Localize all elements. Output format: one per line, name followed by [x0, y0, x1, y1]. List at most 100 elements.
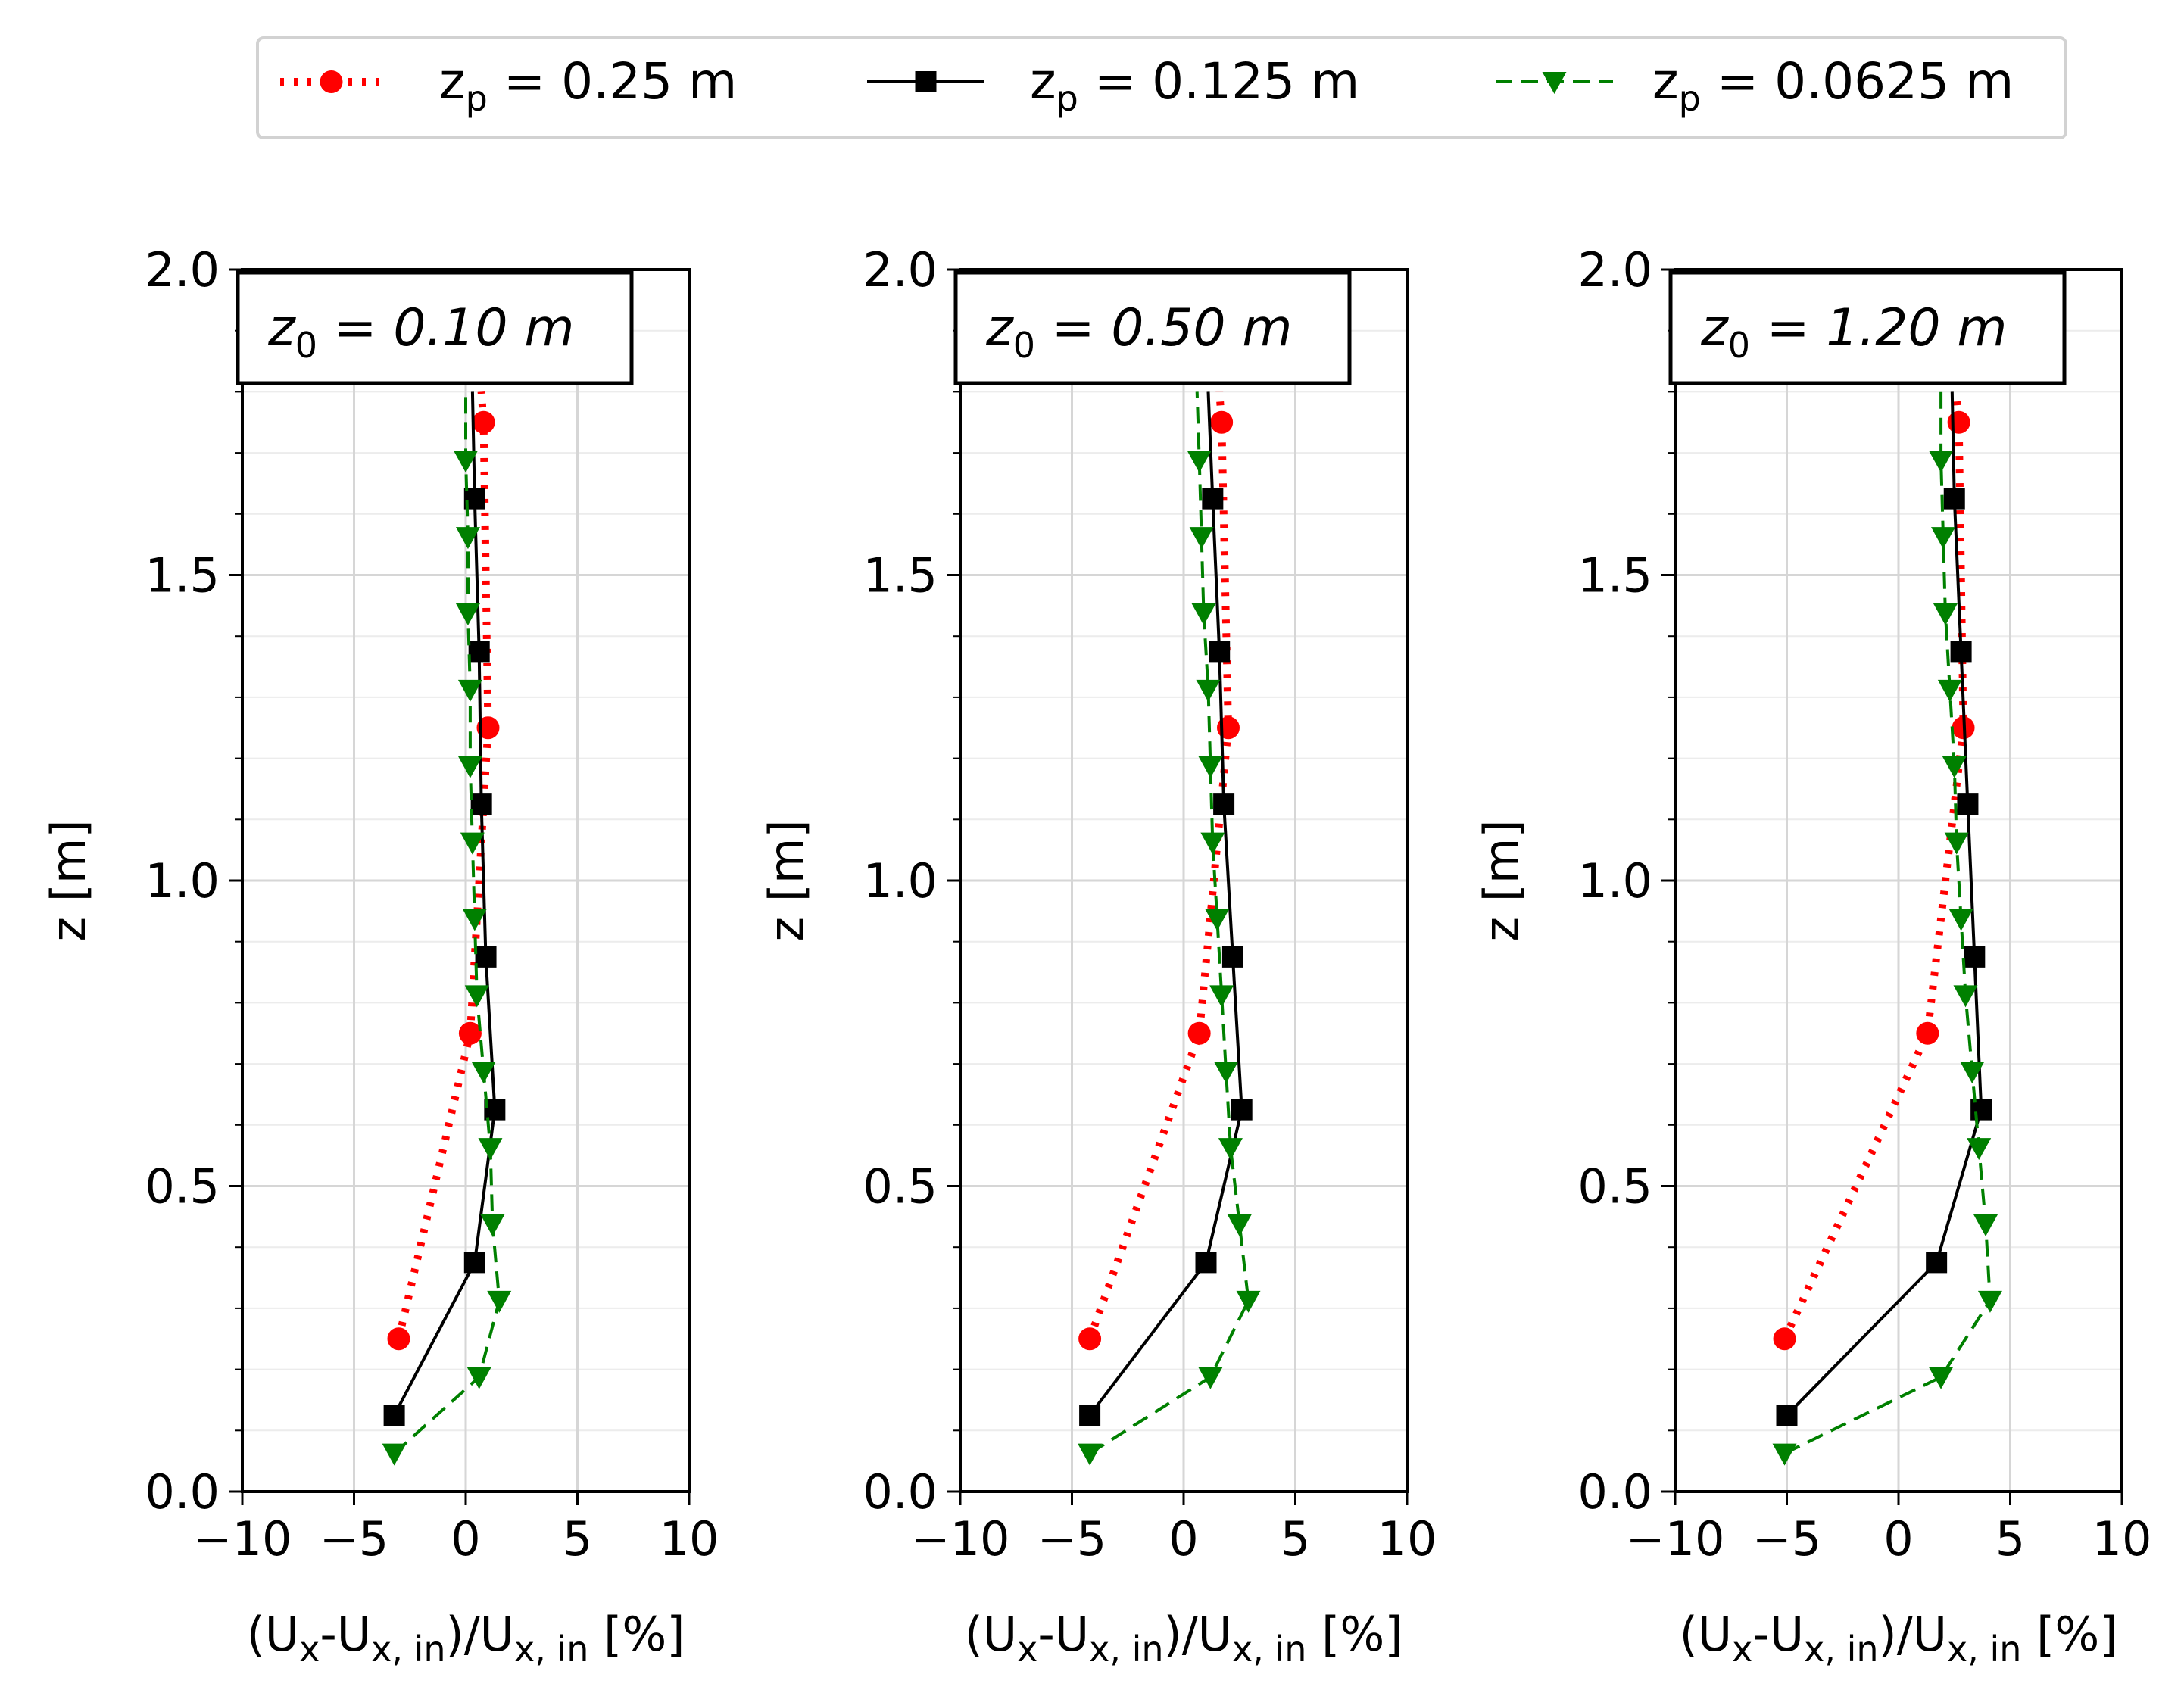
annotation-main: z — [1700, 298, 1729, 358]
data-point-black — [1950, 641, 1972, 662]
x-label-part: [%] — [2021, 1607, 2117, 1662]
annotation-text: z0 = 1.20 m — [1700, 298, 2007, 366]
legend-rest: = 0.125 m — [1078, 52, 1359, 111]
data-point-black — [1964, 946, 1986, 968]
legend: zp = 0.25 m zp = 0.125 m zp = 0.0625 m — [256, 36, 2067, 139]
legend-label-red: zp = 0.25 m — [439, 52, 737, 119]
annotation-main: z — [267, 298, 296, 358]
annotation-sub: 0 — [1728, 325, 1750, 366]
data-point-green — [1209, 985, 1234, 1008]
y-tick-label: 0.0 — [145, 1464, 220, 1520]
data-point-red — [476, 716, 500, 740]
x-label-sub: x, in — [1089, 1629, 1163, 1670]
panel-1: −10 −5 0 5 100.00.51.01.52.0z [m](Ux-Ux, in)… — [41, 242, 719, 1670]
data-point-green — [1942, 756, 1967, 778]
x-tick-label: −5 — [320, 1511, 388, 1567]
legend-label-black: zp = 0.125 m — [1030, 52, 1359, 119]
data-point-green — [1977, 1290, 2002, 1313]
data-point-green — [1214, 1062, 1239, 1084]
x-tick-label: −10 — [1626, 1511, 1725, 1567]
x-tick-label: −5 — [1037, 1511, 1106, 1567]
legend-label-green: zp = 0.0625 m — [1652, 52, 2014, 119]
y-tick-label: 1.5 — [1577, 548, 1652, 603]
x-label-part: [%] — [588, 1607, 685, 1662]
legend-marker-green — [1542, 72, 1567, 94]
data-point-red — [1773, 1327, 1796, 1351]
data-point-green — [1953, 985, 1978, 1008]
legend-entry-red: zp = 0.25 m — [280, 52, 737, 119]
x-label-part: -U — [320, 1607, 371, 1662]
data-point-green — [1973, 1214, 1998, 1236]
data-point-black — [1079, 1404, 1101, 1426]
data-point-red — [458, 1021, 482, 1045]
y-axis-label: z [m] — [759, 819, 814, 941]
y-tick-label: 1.5 — [863, 548, 938, 603]
x-label-sub: x, in — [514, 1629, 588, 1670]
legend-main: z — [1030, 52, 1056, 111]
data-point-black — [468, 641, 490, 662]
data-point-green — [1205, 909, 1230, 931]
x-label-part: (U — [965, 1607, 1018, 1662]
data-point-black — [1221, 946, 1243, 968]
data-point-green — [382, 1443, 407, 1466]
data-point-green — [1189, 527, 1214, 550]
data-point-black — [463, 1252, 485, 1274]
data-point-green — [1078, 1443, 1103, 1466]
data-point-green — [1933, 603, 1958, 625]
x-label-part: -U — [1037, 1607, 1089, 1662]
y-tick-label: 1.0 — [863, 853, 938, 909]
data-point-green — [1937, 679, 1962, 702]
legend-rest: = 0.0625 m — [1701, 52, 2014, 111]
series-green — [382, 391, 512, 1466]
x-label-sub: x, in — [1804, 1629, 1878, 1670]
y-tick-label: 1.5 — [145, 548, 220, 603]
legend-rest: = 0.25 m — [488, 52, 737, 111]
data-point-green — [1772, 1443, 1797, 1466]
series-line-green — [1089, 391, 1250, 1455]
data-point-green — [1196, 679, 1221, 702]
panels: −10 −5 0 5 100.00.51.01.52.0z [m](Ux-Ux, in)… — [41, 242, 2151, 1670]
data-point-red — [387, 1327, 410, 1351]
data-point-black — [1926, 1252, 1948, 1274]
y-tick-label: 2.0 — [1577, 242, 1652, 298]
x-label-part: (U — [247, 1607, 300, 1662]
data-point-green — [1200, 832, 1225, 855]
series-black — [383, 391, 506, 1426]
x-label-part: -U — [1752, 1607, 1804, 1662]
x-label-part: )/U — [1164, 1607, 1232, 1662]
panel-3: −10 −5 0 5 100.00.51.01.52.0z [m](Ux-Ux, in)… — [1474, 242, 2151, 1670]
x-tick-label: 5 — [1995, 1511, 2025, 1567]
panel-2: −10 −5 0 5 100.00.51.01.52.0z [m](Ux-Ux, in)… — [759, 242, 1437, 1670]
x-tick-label: 10 — [2092, 1511, 2152, 1567]
series-line-black — [1786, 391, 1983, 1417]
series-black — [1776, 391, 1992, 1426]
series-line-black — [392, 391, 497, 1417]
data-point-green — [1960, 1062, 1985, 1084]
data-point-green — [1198, 756, 1223, 778]
x-tick-label: 10 — [1377, 1511, 1437, 1567]
x-tick-label: 0 — [451, 1511, 480, 1567]
data-point-green — [454, 450, 478, 473]
data-point-green — [487, 1290, 512, 1313]
series-red — [1078, 391, 1240, 1351]
data-point-green — [1929, 1367, 1954, 1389]
legend-sub: p — [466, 78, 488, 119]
x-label-sub: x — [1732, 1629, 1752, 1670]
data-point-black — [1776, 1404, 1798, 1426]
data-point-red — [1187, 1021, 1211, 1045]
y-tick-label: 2.0 — [863, 242, 938, 298]
data-point-black — [1213, 793, 1235, 815]
data-point-black — [1202, 488, 1224, 510]
legend-main: z — [1652, 52, 1679, 111]
data-point-green — [1944, 832, 1969, 855]
data-point-green — [455, 527, 480, 550]
data-point-green — [1187, 450, 1212, 473]
x-label-part: [%] — [1306, 1607, 1402, 1662]
data-point-black — [1231, 1099, 1253, 1121]
data-point-red — [1078, 1327, 1102, 1351]
legend-sub: p — [1679, 78, 1701, 119]
data-point-black — [1943, 488, 1965, 510]
data-point-red — [1947, 410, 1970, 434]
data-point-green — [464, 985, 489, 1008]
y-axis-label: z [m] — [41, 819, 96, 941]
